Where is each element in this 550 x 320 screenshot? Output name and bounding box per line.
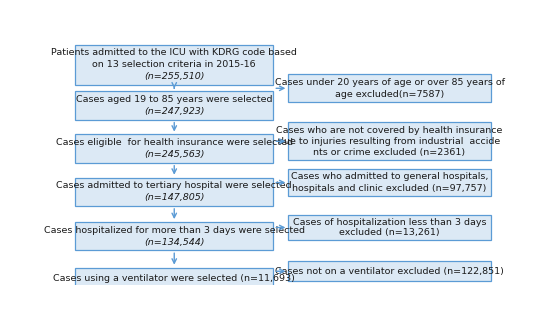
Text: (n=147,805): (n=147,805) xyxy=(144,193,205,202)
Text: Cases not on a ventilator excluded (n=122,851): Cases not on a ventilator excluded (n=12… xyxy=(275,267,504,276)
Text: Cases under 20 years of age or over 85 years of: Cases under 20 years of age or over 85 y… xyxy=(274,78,504,87)
FancyBboxPatch shape xyxy=(75,92,273,120)
Text: excluded (n=13,261): excluded (n=13,261) xyxy=(339,228,440,237)
Text: Cases eligible  for health insurance were selected: Cases eligible for health insurance were… xyxy=(56,138,293,147)
FancyBboxPatch shape xyxy=(288,169,491,196)
FancyBboxPatch shape xyxy=(75,44,273,85)
Text: Cases aged 19 to 85 years were selected: Cases aged 19 to 85 years were selected xyxy=(76,95,272,104)
Text: Cases hospitalized for more than 3 days were selected: Cases hospitalized for more than 3 days … xyxy=(44,226,305,235)
Text: Cases who admitted to general hospitals,: Cases who admitted to general hospitals, xyxy=(291,172,488,181)
Text: (n=134,544): (n=134,544) xyxy=(144,237,205,246)
Text: Cases admitted to tertiary hospital were selected: Cases admitted to tertiary hospital were… xyxy=(57,181,292,190)
FancyBboxPatch shape xyxy=(75,134,273,163)
FancyBboxPatch shape xyxy=(288,122,491,160)
FancyBboxPatch shape xyxy=(288,215,491,240)
FancyBboxPatch shape xyxy=(288,74,491,102)
Text: due to injuries resulting from industrial  accide: due to injuries resulting from industria… xyxy=(278,137,500,146)
Text: on 13 selection criteria in 2015-16: on 13 selection criteria in 2015-16 xyxy=(92,60,256,69)
FancyBboxPatch shape xyxy=(75,222,273,250)
FancyBboxPatch shape xyxy=(75,178,273,206)
Text: age excluded(n=7587): age excluded(n=7587) xyxy=(335,90,444,99)
Text: nts or crime excluded (n=2361): nts or crime excluded (n=2361) xyxy=(314,148,465,157)
Text: hospitals and clinic excluded (n=97,757): hospitals and clinic excluded (n=97,757) xyxy=(292,184,487,193)
FancyBboxPatch shape xyxy=(75,268,273,290)
Text: Cases using a ventilator were selected (n=11,693): Cases using a ventilator were selected (… xyxy=(53,274,295,283)
Text: Cases who are not covered by health insurance: Cases who are not covered by health insu… xyxy=(276,125,503,134)
Text: Cases of hospitalization less than 3 days: Cases of hospitalization less than 3 day… xyxy=(293,218,486,227)
Text: (n=255,510): (n=255,510) xyxy=(144,72,205,81)
Text: (n=247,923): (n=247,923) xyxy=(144,107,205,116)
FancyBboxPatch shape xyxy=(288,261,491,281)
Text: (n=245,563): (n=245,563) xyxy=(144,150,205,159)
Text: Patients admitted to the ICU with KDRG code based: Patients admitted to the ICU with KDRG c… xyxy=(51,48,297,57)
